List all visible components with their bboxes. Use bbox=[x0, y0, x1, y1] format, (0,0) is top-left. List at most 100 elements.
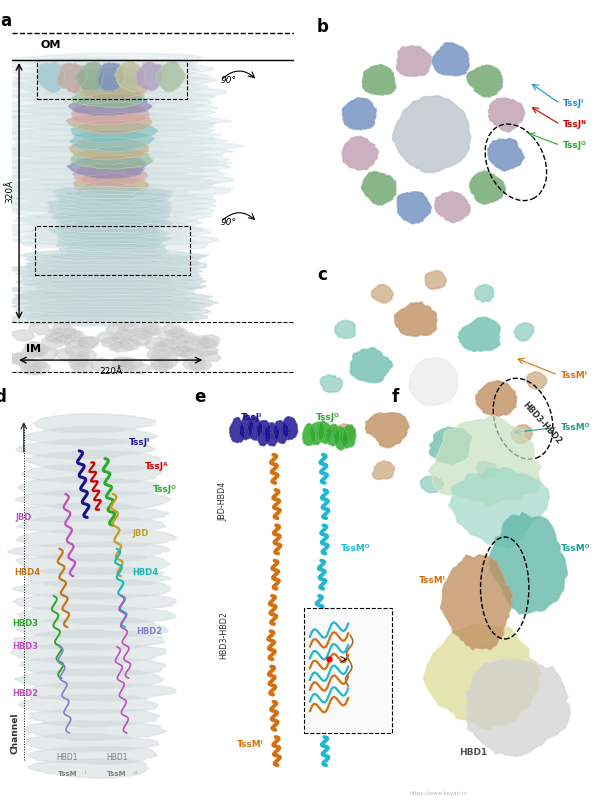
Polygon shape bbox=[12, 53, 203, 68]
Polygon shape bbox=[0, 112, 232, 127]
Text: TssM: TssM bbox=[107, 771, 127, 777]
Polygon shape bbox=[194, 345, 218, 357]
Polygon shape bbox=[153, 340, 175, 352]
Polygon shape bbox=[118, 338, 141, 350]
Polygon shape bbox=[7, 226, 212, 240]
Polygon shape bbox=[264, 422, 280, 446]
Polygon shape bbox=[30, 709, 160, 727]
Polygon shape bbox=[23, 361, 47, 372]
Polygon shape bbox=[55, 222, 162, 233]
Polygon shape bbox=[199, 350, 220, 362]
Polygon shape bbox=[98, 63, 125, 91]
Polygon shape bbox=[8, 182, 233, 198]
Polygon shape bbox=[20, 362, 42, 375]
Text: JBD: JBD bbox=[16, 513, 32, 522]
Polygon shape bbox=[76, 337, 98, 350]
Polygon shape bbox=[26, 344, 49, 358]
Polygon shape bbox=[22, 345, 46, 357]
Polygon shape bbox=[488, 98, 525, 132]
Polygon shape bbox=[195, 338, 217, 350]
Polygon shape bbox=[12, 298, 212, 310]
Polygon shape bbox=[1, 188, 214, 204]
Polygon shape bbox=[466, 659, 570, 756]
Polygon shape bbox=[175, 332, 197, 343]
Polygon shape bbox=[467, 65, 502, 97]
Polygon shape bbox=[9, 96, 214, 111]
Polygon shape bbox=[158, 330, 178, 342]
Polygon shape bbox=[0, 150, 229, 165]
Text: HBD3-HBD2: HBD3-HBD2 bbox=[521, 401, 563, 446]
Polygon shape bbox=[409, 358, 458, 406]
Polygon shape bbox=[342, 425, 356, 448]
Polygon shape bbox=[188, 358, 212, 371]
Polygon shape bbox=[72, 85, 145, 107]
Polygon shape bbox=[12, 231, 219, 246]
Polygon shape bbox=[63, 247, 167, 259]
Polygon shape bbox=[257, 421, 271, 446]
Polygon shape bbox=[4, 162, 232, 176]
Text: TssJᴵ: TssJᴵ bbox=[563, 99, 584, 108]
Text: 90°: 90° bbox=[221, 76, 236, 85]
Polygon shape bbox=[343, 98, 376, 130]
Polygon shape bbox=[106, 323, 130, 335]
Polygon shape bbox=[23, 502, 169, 522]
Polygon shape bbox=[13, 90, 215, 106]
Text: TssMᴵ: TssMᴵ bbox=[560, 370, 587, 379]
Polygon shape bbox=[67, 113, 152, 134]
Polygon shape bbox=[7, 63, 213, 79]
Polygon shape bbox=[20, 250, 209, 262]
Polygon shape bbox=[16, 605, 176, 624]
Polygon shape bbox=[130, 328, 153, 340]
Polygon shape bbox=[230, 418, 245, 442]
Text: Channel: Channel bbox=[11, 712, 20, 754]
Polygon shape bbox=[168, 345, 191, 357]
Polygon shape bbox=[425, 270, 446, 290]
Polygon shape bbox=[59, 243, 169, 256]
Text: 320Å: 320Å bbox=[5, 179, 14, 202]
Polygon shape bbox=[15, 291, 213, 303]
Text: JBD: JBD bbox=[133, 529, 149, 538]
Polygon shape bbox=[489, 513, 568, 614]
Polygon shape bbox=[76, 62, 103, 91]
Polygon shape bbox=[55, 348, 76, 362]
Polygon shape bbox=[46, 331, 70, 343]
Polygon shape bbox=[434, 191, 470, 222]
Polygon shape bbox=[335, 320, 356, 338]
Polygon shape bbox=[23, 310, 208, 322]
Polygon shape bbox=[157, 338, 181, 350]
Polygon shape bbox=[25, 253, 201, 265]
Polygon shape bbox=[392, 96, 471, 173]
Polygon shape bbox=[476, 462, 496, 478]
Text: c: c bbox=[317, 266, 328, 284]
Polygon shape bbox=[0, 106, 217, 122]
Text: HBD3: HBD3 bbox=[12, 642, 38, 651]
Text: HBD3-HBD2: HBD3-HBD2 bbox=[219, 611, 228, 659]
Polygon shape bbox=[7, 353, 29, 365]
Polygon shape bbox=[58, 63, 88, 94]
Polygon shape bbox=[526, 372, 547, 390]
Polygon shape bbox=[13, 592, 176, 611]
Text: HBD1: HBD1 bbox=[56, 754, 78, 762]
Polygon shape bbox=[8, 118, 215, 133]
Text: HBD1: HBD1 bbox=[459, 748, 487, 757]
Polygon shape bbox=[48, 206, 172, 218]
Polygon shape bbox=[350, 348, 392, 382]
Polygon shape bbox=[64, 330, 85, 343]
Polygon shape bbox=[189, 336, 210, 346]
Polygon shape bbox=[150, 360, 170, 373]
Polygon shape bbox=[16, 302, 206, 314]
Polygon shape bbox=[488, 138, 524, 171]
Polygon shape bbox=[197, 334, 220, 348]
Polygon shape bbox=[151, 348, 173, 361]
Polygon shape bbox=[424, 624, 541, 730]
Polygon shape bbox=[10, 134, 227, 149]
Text: TssJᴬ: TssJᴬ bbox=[145, 462, 168, 471]
Polygon shape bbox=[11, 643, 167, 664]
Polygon shape bbox=[53, 186, 173, 198]
Polygon shape bbox=[183, 358, 207, 370]
Polygon shape bbox=[53, 333, 77, 345]
Polygon shape bbox=[397, 192, 431, 224]
Polygon shape bbox=[420, 476, 443, 493]
Polygon shape bbox=[440, 554, 513, 650]
Polygon shape bbox=[458, 317, 500, 351]
